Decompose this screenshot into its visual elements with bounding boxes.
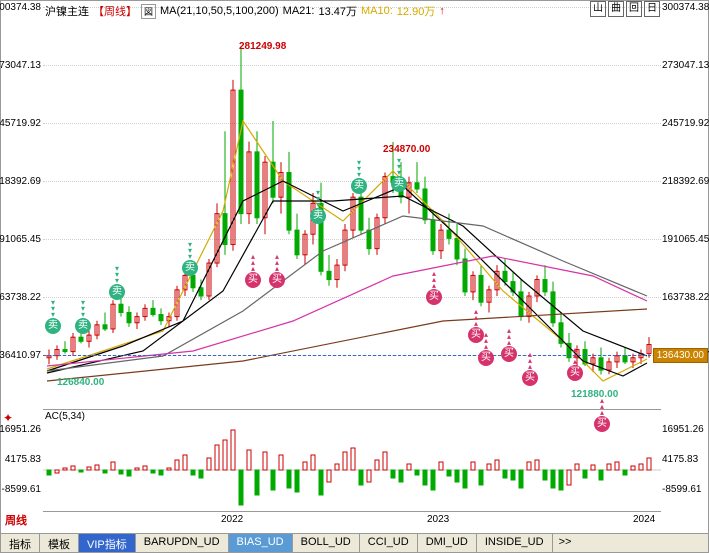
buy-marker: 买	[468, 327, 484, 343]
star-icon[interactable]: ✦	[3, 411, 13, 425]
y-tick-right: 245719.92	[662, 118, 709, 129]
candle-canvas	[43, 1, 661, 406]
y-axis-left: 300374.38 273047.13 245719.92 218392.69 1910…	[1, 1, 43, 406]
tab-INSIDE_UD[interactable]: INSIDE_UD	[477, 534, 553, 552]
chart-container: 沪镍主连 【周线】 図 MA(21,10,50,5,100,200) MA21:…	[0, 0, 709, 553]
y-tick-right: 218392.69	[662, 176, 709, 187]
sell-arrows-icon: ▾▾▾	[45, 300, 61, 318]
sell-marker: 卖	[182, 260, 198, 276]
price-annotation: 126840.00	[57, 377, 104, 388]
tool-icon-1[interactable]: 山	[590, 1, 606, 17]
y-tick-right: 300374.38	[662, 2, 709, 13]
buy-marker: 买	[426, 289, 442, 305]
tab-模板[interactable]: 模板	[40, 534, 79, 552]
y-axis-right: 300374.38 273047.13 245719.92 218392.69 1910…	[660, 1, 708, 406]
sub-y-tick: -8599.61	[2, 484, 41, 495]
buy-marker: 买	[594, 416, 610, 432]
sell-marker: 卖	[45, 318, 61, 334]
buy-arrows-icon: ▴▴▴	[501, 328, 517, 346]
indicator-tabs: 指标模板VIP指标BARUPDN_UDBIAS_UDBOLL_UDCCI_UDD…	[1, 533, 708, 552]
sell-arrows-icon: ▾▾▾	[391, 158, 407, 176]
y-tick-left: 163738.22	[0, 292, 41, 303]
sell-arrows-icon: ▾▾▾	[75, 300, 91, 318]
tab-CCI_UD[interactable]: CCI_UD	[360, 534, 418, 552]
tab-BARUPDN_UD[interactable]: BARUPDN_UD	[136, 534, 229, 552]
sub-chart[interactable]	[43, 409, 661, 509]
y-tick-right: 163738.22	[662, 292, 709, 303]
current-price-tag: 136430.00	[653, 348, 708, 363]
buy-arrows-icon: ▴▴▴	[269, 254, 285, 272]
y-tick-right: 273047.13	[662, 60, 709, 71]
tool-icon-2[interactable]: 曲	[608, 1, 624, 17]
ma21-label: MA21:	[283, 5, 315, 17]
sell-arrows-icon: ▾▾▾	[109, 266, 125, 284]
x-tick: 2023	[427, 514, 449, 525]
y-tick-left: 218392.69	[0, 176, 41, 187]
sub-y-tick: 4175.83	[5, 454, 41, 465]
tab-VIP指标[interactable]: VIP指标	[79, 534, 136, 552]
buy-arrows-icon: ▴▴▴	[245, 254, 261, 272]
tab-BIAS_UD[interactable]: BIAS_UD	[229, 534, 293, 552]
tool-icon-4[interactable]: 日	[644, 1, 660, 17]
toolbar: 山 曲 回 日	[590, 1, 660, 17]
sell-marker: 卖	[109, 284, 125, 300]
x-axis: 2022 2023 2024	[43, 511, 661, 527]
x-tick: 2022	[221, 514, 243, 525]
buy-marker: 买	[478, 350, 494, 366]
buy-marker: 买	[522, 370, 538, 386]
buy-arrows-icon: ▴▴▴	[567, 347, 583, 365]
price-annotation: 234870.00	[383, 144, 430, 155]
price-annotation: 281249.98	[239, 41, 286, 52]
y-tick-left: 191065.45	[0, 234, 41, 245]
ma-icon: 図	[141, 4, 156, 19]
y-tick-left: 273047.13	[0, 60, 41, 71]
sell-arrows-icon: ▾▾▾	[182, 242, 198, 260]
y-tick-right: 191065.45	[662, 234, 709, 245]
buy-marker: 买	[567, 365, 583, 381]
x-tick: 2024	[633, 514, 655, 525]
tab-指标[interactable]: 指标	[1, 534, 40, 552]
sell-marker: 卖	[310, 208, 326, 224]
main-chart[interactable]	[43, 1, 661, 406]
tabs-scroll-right[interactable]: >>	[553, 534, 578, 552]
y-tick-left: 300374.38	[0, 2, 41, 13]
buy-arrows-icon: ▴▴▴	[594, 398, 610, 416]
buy-arrows-icon: ▴▴▴	[426, 271, 442, 289]
buy-marker: 买	[245, 272, 261, 288]
sell-arrows-icon: ▾▾▾	[310, 190, 326, 208]
sub-canvas	[43, 410, 661, 510]
ma10-label: MA10:	[361, 5, 393, 17]
sub-y-tick: 4175.83	[662, 454, 698, 465]
sub-y-right: 16951.26 4175.83 -8599.61	[660, 409, 708, 509]
buy-marker: 买	[269, 272, 285, 288]
sub-y-tick: -8599.61	[662, 484, 701, 495]
sell-marker: 卖	[351, 178, 367, 194]
tab-BOLL_UD[interactable]: BOLL_UD	[293, 534, 360, 552]
ma-params: MA(21,10,50,5,100,200)	[160, 5, 279, 17]
sub-y-tick: 16951.26	[662, 424, 704, 435]
period-label: 【周线】	[93, 3, 137, 19]
ma10-value: 12.90万	[397, 3, 436, 19]
buy-arrows-icon: ▴▴▴	[468, 309, 484, 327]
instrument-title: 沪镍主连	[45, 3, 89, 19]
tool-icon-3[interactable]: 回	[626, 1, 642, 17]
sub-indicator-label: AC(5,34)	[45, 411, 85, 422]
footer-period: 周线	[5, 512, 27, 528]
sell-arrows-icon: ▾▾▾	[351, 160, 367, 178]
y-tick-left: 245719.92	[0, 118, 41, 129]
up-arrow-icon: ↑	[439, 5, 445, 17]
ma21-value: 13.47万	[318, 3, 357, 19]
chart-header: 沪镍主连 【周线】 図 MA(21,10,50,5,100,200) MA21:…	[45, 3, 445, 19]
buy-arrows-icon: ▴▴▴	[522, 352, 538, 370]
tab-DMI_UD[interactable]: DMI_UD	[418, 534, 477, 552]
sell-marker: 卖	[391, 176, 407, 192]
buy-marker: 买	[501, 346, 517, 362]
sell-marker: 卖	[75, 318, 91, 334]
sub-y-tick: 16951.26	[0, 424, 41, 435]
y-tick-left: 136410.97	[0, 350, 41, 361]
